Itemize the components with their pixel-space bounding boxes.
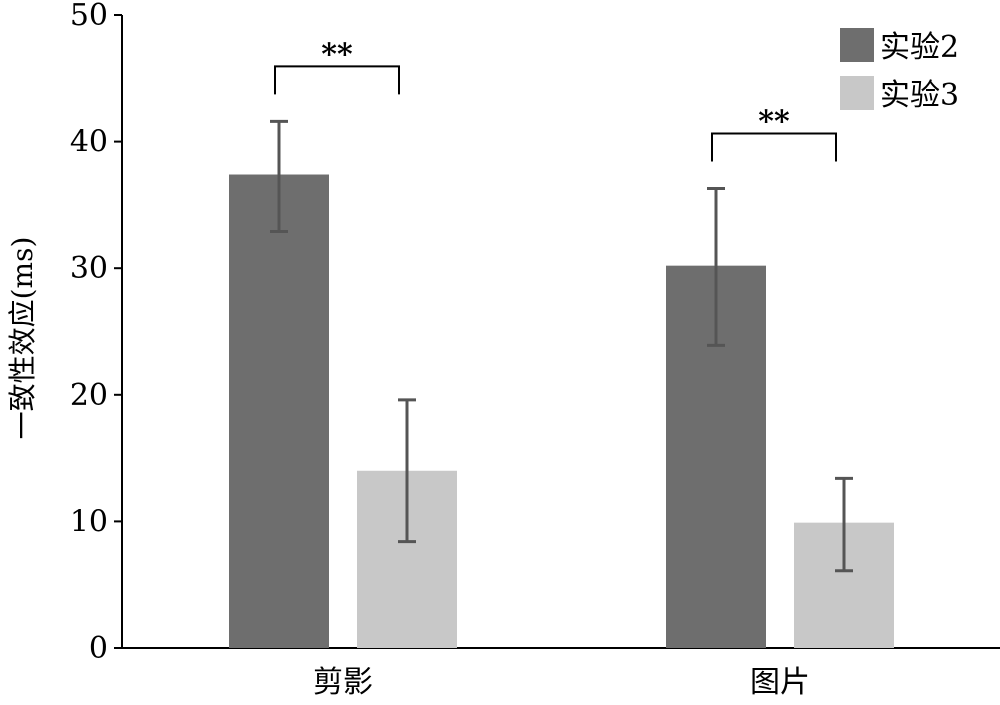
x-tick-label: 图片 bbox=[750, 665, 810, 700]
bars bbox=[229, 174, 894, 649]
significance-bracket bbox=[274, 65, 400, 95]
y-tick-label: 40 bbox=[70, 125, 108, 160]
y-tick-label: 20 bbox=[70, 378, 108, 413]
significance-bracket bbox=[711, 132, 837, 162]
legend-swatch bbox=[840, 76, 874, 110]
y-tick-label: 10 bbox=[70, 504, 108, 539]
category-labels: 剪影 图片 bbox=[313, 665, 810, 700]
legend-label: 实验2 bbox=[880, 30, 959, 65]
y-ticks: 0 10 20 30 40 50 bbox=[70, 0, 122, 666]
legend-label: 实验3 bbox=[880, 78, 959, 113]
y-tick-label: 30 bbox=[70, 251, 108, 286]
significance-brackets: ** ** bbox=[274, 37, 837, 162]
x-tick-label: 剪影 bbox=[313, 665, 373, 700]
error-bars bbox=[270, 119, 853, 573]
significance-label: ** bbox=[758, 104, 790, 139]
legend-swatch bbox=[840, 28, 874, 62]
bar bbox=[229, 174, 329, 649]
y-tick-label: 50 bbox=[70, 0, 108, 33]
y-tick-label: 0 bbox=[89, 631, 108, 666]
significance-label: ** bbox=[321, 37, 353, 72]
y-axis-title: 一致性效应(ms) bbox=[6, 237, 39, 440]
